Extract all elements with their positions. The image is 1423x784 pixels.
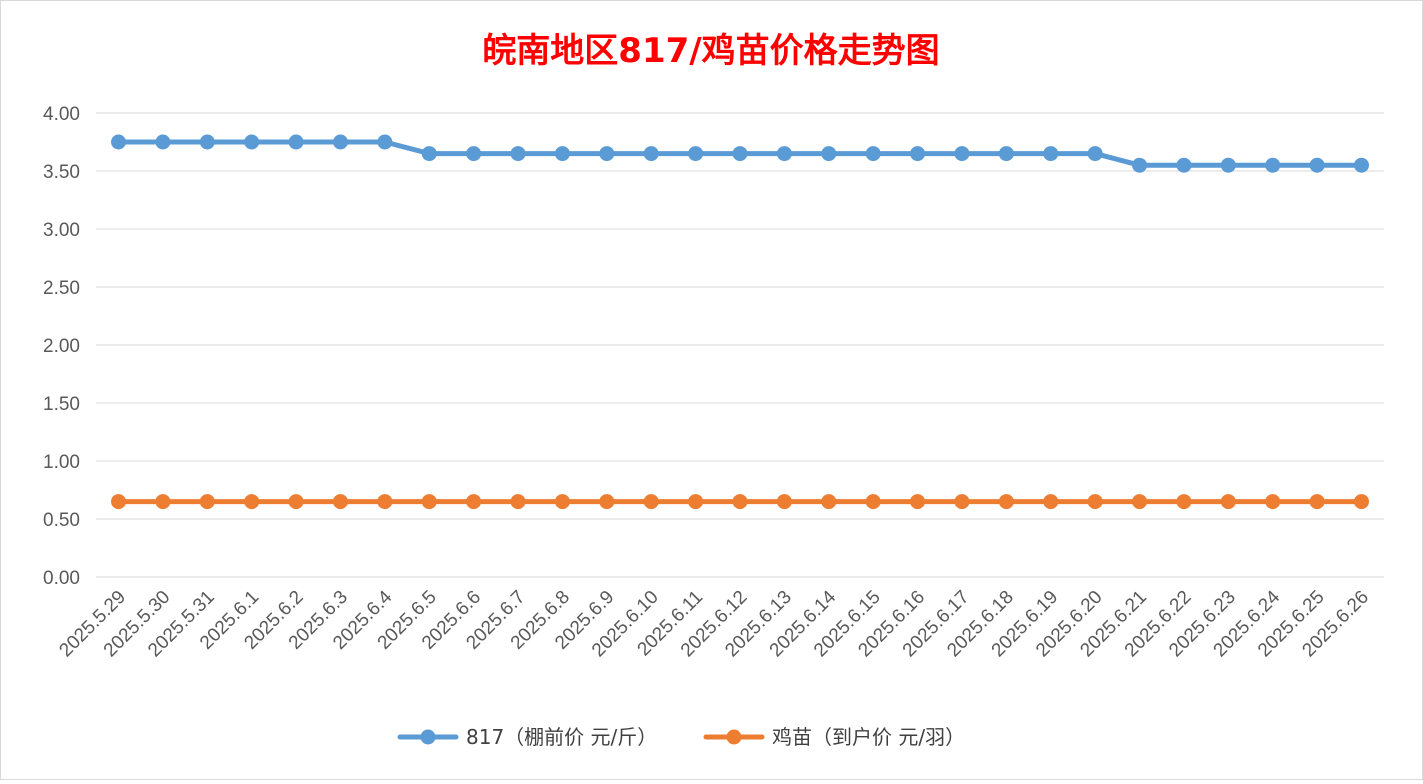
data-point-series-2: [1354, 494, 1369, 510]
data-point-series-2: [732, 494, 748, 510]
gridlines: [96, 112, 1384, 578]
data-point-series-2: [554, 494, 570, 510]
legend: 817（棚前价 元/斤） 鸡苗（到户价 元/羽）: [397, 725, 965, 749]
data-point-series-2: [1087, 494, 1103, 510]
chart-title: 皖南地区817/鸡苗价格走势图: [482, 31, 939, 71]
data-point-series-2: [421, 494, 437, 510]
data-point-series-1: [199, 134, 215, 150]
data-point-series-2: [599, 494, 615, 510]
data-point-series-1: [688, 146, 704, 162]
data-point-series-2: [466, 494, 482, 510]
legend-marker-2: [726, 729, 742, 745]
y-tick-label: 2.00: [43, 336, 80, 357]
data-point-series-1: [111, 134, 126, 150]
data-point-series-1: [599, 146, 615, 162]
data-point-series-1: [998, 146, 1014, 162]
y-tick-label: 0.50: [43, 510, 80, 531]
legend-label-1: 817（棚前价 元/斤）: [466, 725, 657, 749]
data-point-series-2: [821, 494, 837, 510]
y-tick-label: 3.00: [43, 220, 80, 241]
y-tick-label: 2.50: [43, 278, 80, 299]
x-axis: 2025.5.292025.5.302025.5.312025.6.12025.…: [55, 586, 1373, 661]
data-point-series-2: [688, 494, 704, 510]
data-point-series-2: [288, 494, 304, 510]
data-point-series-1: [1087, 146, 1103, 162]
data-point-series-1: [1043, 146, 1059, 162]
data-point-series-1: [421, 146, 437, 162]
data-point-series-1: [288, 134, 304, 150]
data-point-series-2: [111, 494, 126, 510]
data-point-series-1: [1354, 157, 1369, 173]
y-tick-label: 0.00: [43, 568, 80, 589]
data-point-series-1: [865, 146, 881, 162]
data-point-series-2: [910, 494, 926, 510]
data-point-series-2: [998, 494, 1014, 510]
data-point-series-1: [1265, 157, 1281, 173]
data-point-series-1: [910, 146, 926, 162]
data-point-series-1: [732, 146, 748, 162]
data-point-series-2: [1265, 494, 1281, 510]
data-point-series-2: [1043, 494, 1059, 510]
data-point-series-2: [954, 494, 970, 510]
data-point-series-2: [155, 494, 171, 510]
legend-label-2: 鸡苗（到户价 元/羽）: [772, 725, 965, 749]
data-point-series-1: [776, 146, 792, 162]
data-point-series-2: [199, 494, 215, 510]
y-axis: 0.00 0.50 1.00 1.50 2.00 2.50 3.00 3.50 4.00: [43, 104, 80, 589]
data-point-series-1: [244, 134, 260, 150]
data-point-series-2: [865, 494, 881, 510]
data-point-series-2: [776, 494, 792, 510]
data-point-series-1: [821, 146, 837, 162]
data-point-series-2: [1132, 494, 1148, 510]
data-point-series-2: [244, 494, 260, 510]
data-point-series-1: [1220, 157, 1236, 173]
data-point-series-1: [510, 146, 526, 162]
data-point-series-1: [466, 146, 482, 162]
y-tick-label: 1.50: [43, 394, 80, 415]
data-point-series-1: [332, 134, 348, 150]
y-tick-label: 4.00: [43, 104, 80, 125]
y-tick-label: 3.50: [43, 162, 80, 183]
data-point-series-2: [377, 494, 393, 510]
data-point-series-1: [1132, 157, 1148, 173]
data-point-series-1: [377, 134, 393, 150]
data-point-series-1: [1309, 157, 1325, 173]
data-point-series-1: [954, 146, 970, 162]
data-point-series-2: [332, 494, 348, 510]
y-tick-label: 1.00: [43, 452, 80, 473]
data-point-series-2: [1220, 494, 1236, 510]
data-point-series-1: [155, 134, 171, 150]
data-point-series-1: [1176, 157, 1192, 173]
data-point-series-2: [510, 494, 526, 510]
data-point-series-2: [643, 494, 659, 510]
data-point-series-1: [554, 146, 570, 162]
data-point-series-1: [643, 146, 659, 162]
data-point-series-2: [1176, 494, 1192, 510]
series-group: [111, 134, 1369, 510]
data-point-series-2: [1309, 494, 1325, 510]
legend-marker-1: [420, 729, 436, 745]
